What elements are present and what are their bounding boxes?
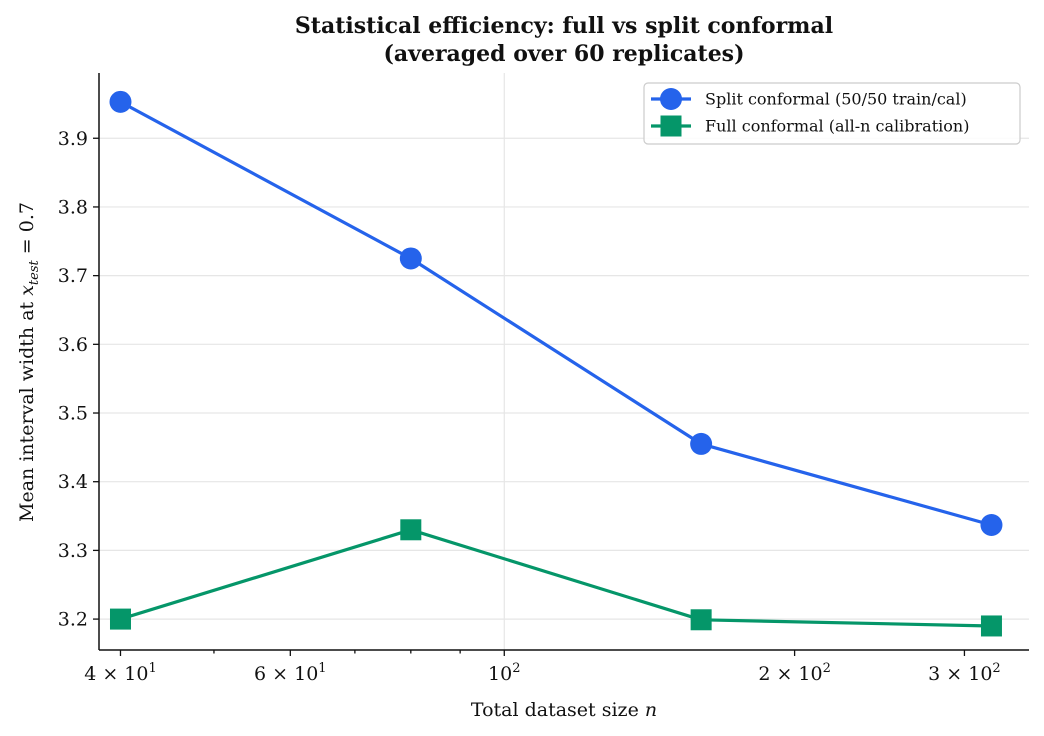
y-tick-label: 3.4 [58,471,88,493]
x-tick-label: 3 × 102 [928,661,1001,685]
chart-title-line1: Statistical efficiency: full vs split co… [295,13,833,39]
x-tick-label: 2 × 102 [758,661,831,685]
legend-label: Split conformal (50/50 train/cal) [705,90,967,109]
legend-marker [660,88,682,110]
series-2 [109,519,1002,637]
chart-title-line2: (averaged over 60 replicates) [384,41,745,67]
legend-label: Full conformal (all-n calibration) [705,117,969,136]
series-line [120,528,992,628]
data-point [690,432,713,455]
x-tick-label: 4 × 101 [84,661,157,685]
y-tick-label: 3.6 [58,334,88,356]
y-tick-label: 3.9 [58,128,88,150]
data-point [400,519,422,541]
legend-marker [660,115,682,137]
y-tick-label: 3.2 [58,609,88,631]
x-tick-label: 6 × 101 [254,661,327,685]
x-axis-label: Total dataset size n [471,699,657,721]
axes [93,73,1029,656]
plot-series [109,90,1003,637]
series-line [119,100,992,527]
y-tick-label: 3.7 [58,265,88,287]
x-tick-label: 102 [488,661,520,685]
y-tick-label: 3.3 [58,540,88,562]
legend: Split conformal (50/50 train/cal) Full co… [643,82,1021,145]
legend-box [643,82,1021,145]
data-point [980,615,1002,637]
y-tick-label: 3.8 [58,196,88,218]
series-1 [109,90,1003,536]
y-axis-label: Mean interval width at xtest = 0.7 [16,202,42,522]
data-point [109,608,131,630]
data-point [109,90,132,113]
data-point [690,609,712,631]
data-point [980,513,1003,536]
tick-labels: 3.2 3.3 3.4 3.5 3.6 3.7 3.8 3.9 4 × 101 6 × 101 10… [58,128,1001,685]
y-tick-label: 3.5 [58,403,88,425]
data-point [399,247,422,270]
grid [99,73,1029,650]
